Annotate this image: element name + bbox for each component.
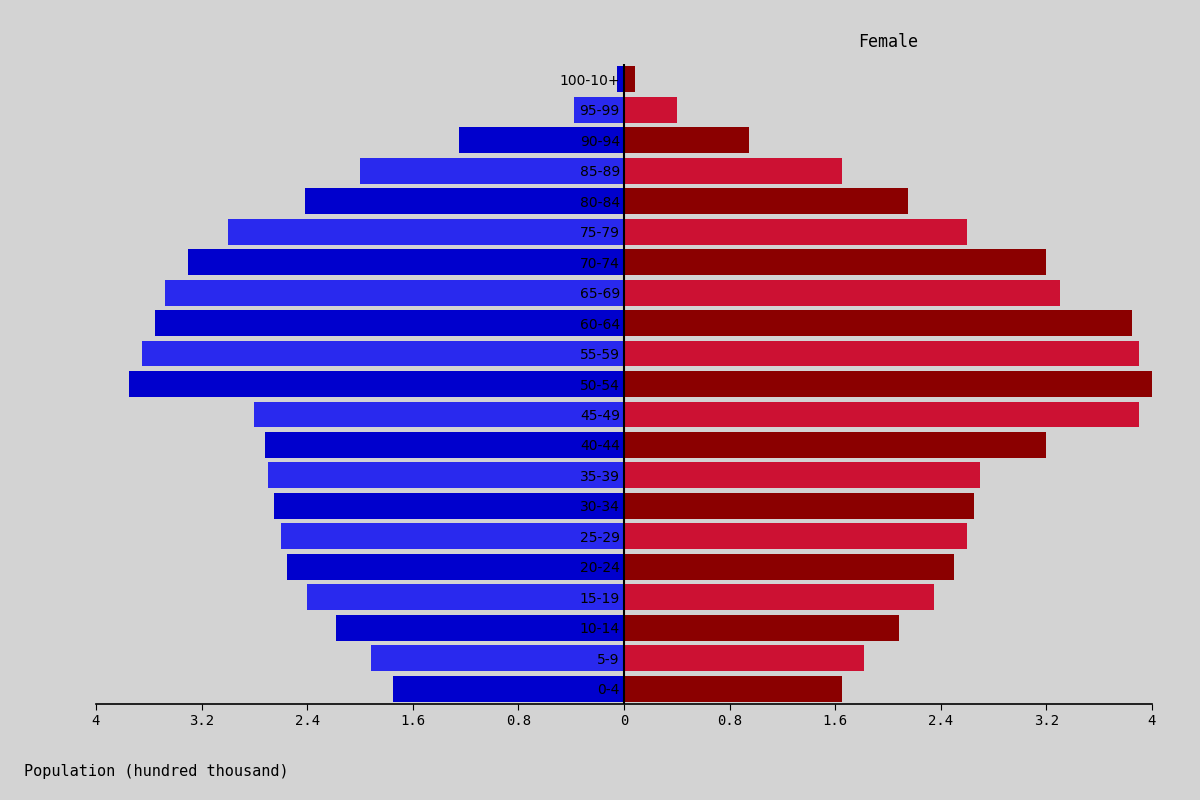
Bar [624, 218, 967, 245]
Bar [624, 554, 954, 580]
Bar [624, 97, 677, 122]
Bar [265, 432, 624, 458]
Bar [130, 371, 624, 397]
Bar [458, 127, 624, 153]
Bar [624, 66, 635, 92]
Bar [624, 280, 1060, 306]
Bar [624, 341, 1139, 366]
Bar [624, 646, 864, 671]
Bar [624, 188, 908, 214]
Bar [624, 249, 1046, 275]
Bar [164, 280, 624, 306]
Bar [156, 310, 624, 336]
Bar [624, 584, 935, 610]
Bar [281, 523, 624, 550]
Text: Population (hundred thousand): Population (hundred thousand) [24, 764, 289, 779]
Bar [624, 676, 842, 702]
Bar [624, 523, 967, 550]
Bar [336, 615, 624, 641]
Bar [624, 615, 899, 641]
Bar [624, 158, 842, 184]
Bar [394, 676, 624, 702]
Bar [624, 402, 1139, 427]
Bar [254, 402, 624, 427]
Bar [188, 249, 624, 275]
Bar [624, 462, 980, 488]
Bar [360, 158, 624, 184]
Bar [274, 493, 624, 519]
Bar [371, 646, 624, 671]
Bar [624, 493, 974, 519]
Bar [228, 218, 624, 245]
Bar [307, 584, 624, 610]
Text: Female: Female [858, 34, 918, 51]
Bar [288, 554, 624, 580]
Bar [305, 188, 624, 214]
Bar [624, 127, 749, 153]
Bar [624, 371, 1152, 397]
Bar [624, 432, 1046, 458]
Bar [574, 97, 624, 122]
Bar [624, 310, 1133, 336]
Bar [268, 462, 624, 488]
Bar [142, 341, 624, 366]
Bar [618, 66, 624, 92]
